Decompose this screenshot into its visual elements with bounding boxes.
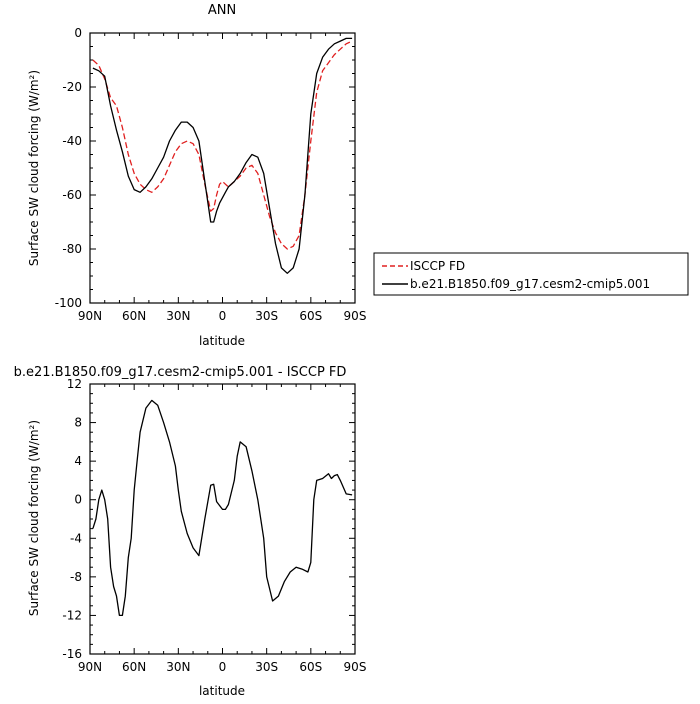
y-tick-label: -60 <box>62 188 82 202</box>
y-tick-label: -8 <box>70 570 82 584</box>
y-tick-label: 0 <box>74 26 82 40</box>
x-tick-label: 30N <box>166 309 190 323</box>
series-line-1-1 <box>92 40 353 250</box>
x-tick-label: 30S <box>255 309 278 323</box>
top-x-axis-label: latitude <box>199 334 245 348</box>
y-tick-label: -100 <box>55 296 82 310</box>
series-line-2-1 <box>92 399 353 617</box>
y-tick-label: 8 <box>74 416 82 430</box>
y-tick-label: -80 <box>62 242 82 256</box>
x-tick-label: 60S <box>299 309 322 323</box>
x-tick-label: 60S <box>299 660 322 674</box>
x-tick-label: 0 <box>219 309 227 323</box>
x-tick-label: 90S <box>344 660 367 674</box>
bottom-title: b.e21.B1850.f09_g17.cesm2-cmip5.001 - IS… <box>14 365 347 380</box>
series-line-1-2 <box>92 37 353 274</box>
x-tick-label: 60N <box>122 309 146 323</box>
x-tick-label: 90N <box>78 660 102 674</box>
legend: ISCCP FD b.e21.B1850.f09_g17.cesm2-cmip5… <box>373 252 689 296</box>
x-tick-label: 30S <box>255 660 278 674</box>
legend-box <box>373 252 689 296</box>
x-tick-label: 90N <box>78 309 102 323</box>
y-tick-label: 0 <box>74 493 82 507</box>
top-y-axis-label: Surface SW cloud forcing (W/m²) <box>27 70 41 266</box>
y-tick-label: -16 <box>62 647 82 661</box>
bottom-x-axis-label: latitude <box>199 684 245 698</box>
x-tick-label: 30N <box>166 660 190 674</box>
y-tick-label: -12 <box>62 608 82 622</box>
plot-frame <box>89 383 356 655</box>
top-title: ANN <box>208 3 236 18</box>
top-panel: ANN latitude Surface SW cloud forcing (W… <box>27 3 366 348</box>
bottom-panel: b.e21.B1850.f09_g17.cesm2-cmip5.001 - IS… <box>14 365 367 698</box>
x-tick-label: 60N <box>122 660 146 674</box>
x-tick-label: 0 <box>219 660 227 674</box>
legend-label-model: b.e21.B1850.f09_g17.cesm2-cmip5.001 <box>410 277 650 291</box>
y-tick-label: -40 <box>62 134 82 148</box>
y-tick-label: -20 <box>62 80 82 94</box>
bottom-y-axis-label: Surface SW cloud forcing (W/m²) <box>27 420 41 616</box>
y-tick-label: 12 <box>67 377 82 391</box>
y-tick-label: 4 <box>74 454 82 468</box>
plot-frame <box>89 32 356 304</box>
legend-label-isccp: ISCCP FD <box>410 259 465 273</box>
y-tick-label: -4 <box>70 531 82 545</box>
x-tick-label: 90S <box>344 309 367 323</box>
